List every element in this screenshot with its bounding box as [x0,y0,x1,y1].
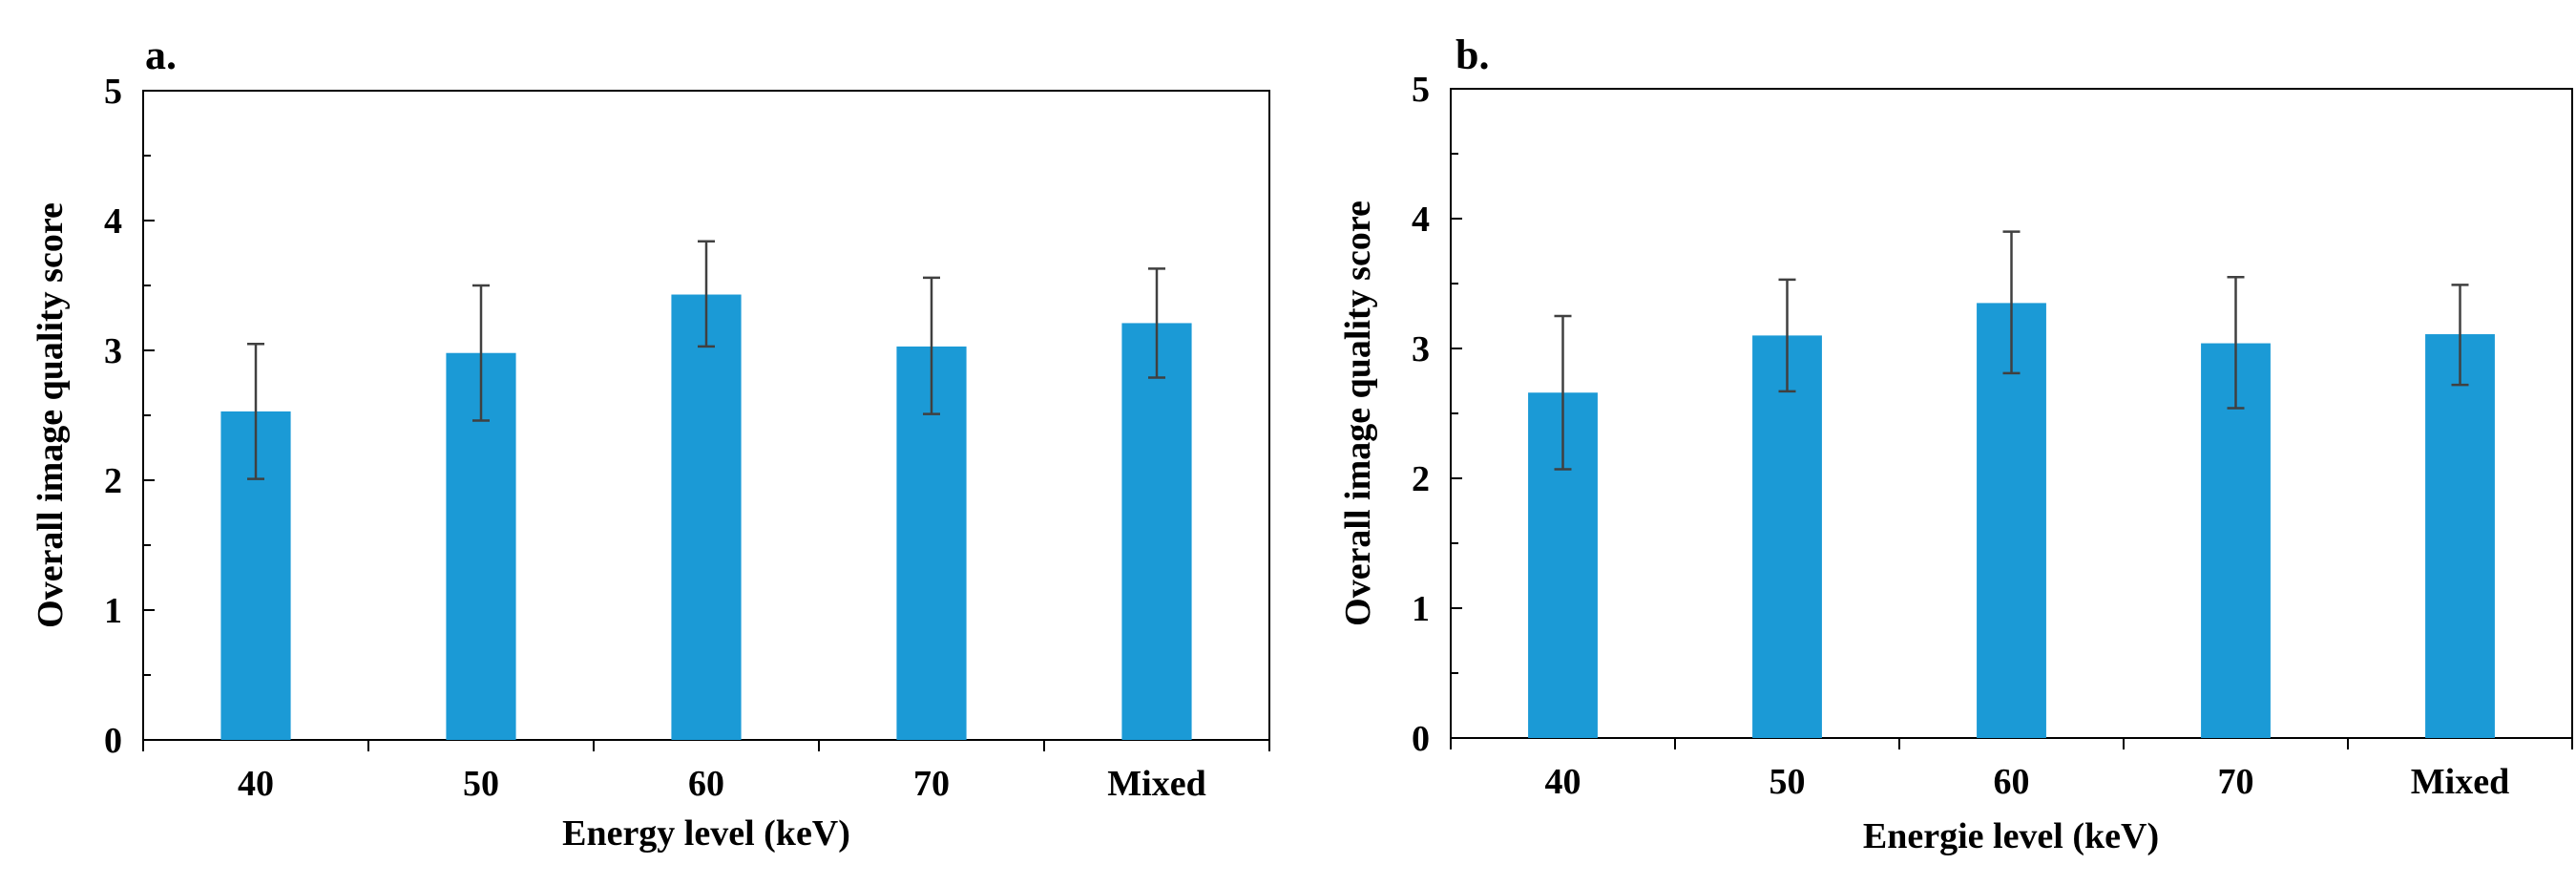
bar [1121,323,1192,740]
x-tick-label: 70 [2218,762,2254,802]
error-bars [1554,230,2469,471]
x-tick-label: 60 [688,764,724,804]
panel-label: a. [145,32,177,78]
y-tick-label: 1 [1412,589,1430,629]
y-tick-label: 1 [104,591,122,631]
y-axis-label: Overall image quality score [1338,200,1378,626]
y-axis-label: Overall image quality score [31,202,71,628]
bar [2425,334,2495,738]
bar [1752,335,1822,738]
y-tick-label: 0 [104,721,122,761]
bar-series [1528,303,2495,738]
y-tick-label: 3 [1412,329,1430,369]
y-tick-labels: 0 1 2 3 4 5 [1412,70,1430,759]
chart-panel-a: a. 0 1 2 3 4 5 40 50 60 70 Mixed Energy level (ke… [31,32,1270,854]
error-bars [247,240,1165,480]
y-tick-label: 4 [1412,200,1430,240]
y-tick-label: 4 [104,201,122,242]
bar [1977,303,2046,738]
x-tick-label: Mixed [1107,764,1205,804]
x-tick-label: Mixed [2411,762,2509,802]
x-tick-label: 40 [1545,762,1581,802]
bar-series [220,294,1192,740]
x-tick-label: 50 [1770,762,1806,802]
y-tick-label: 2 [104,461,122,501]
y-tick-label: 0 [1412,719,1430,759]
y-tick-label: 5 [1412,70,1430,110]
y-tick-label: 2 [1412,459,1430,499]
x-tick-labels: 40 50 60 70 Mixed [238,764,1206,804]
y-axis-ticks [143,90,155,741]
panel-label: b. [1456,32,1489,78]
x-tick-label: 50 [463,764,499,804]
y-tick-labels: 0 1 2 3 4 5 [104,72,122,761]
y-tick-label: 3 [104,331,122,371]
y-tick-label: 5 [104,72,122,112]
x-axis-ticks [142,740,1270,751]
x-axis-label: Energie level (keV) [1863,816,2159,856]
x-tick-label: 70 [913,764,950,804]
y-axis-ticks [1451,88,1462,739]
x-tick-label: 60 [1994,762,2030,802]
x-tick-label: 40 [238,764,274,804]
x-axis-label: Energy level (keV) [562,813,850,854]
bar [671,294,742,740]
x-axis-ticks [1450,738,2573,749]
chart-panel-b: b. 0 1 2 3 4 5 40 50 60 70 Mixed Energie level (k… [1338,32,2573,856]
x-tick-labels: 40 50 60 70 Mixed [1545,762,2510,802]
